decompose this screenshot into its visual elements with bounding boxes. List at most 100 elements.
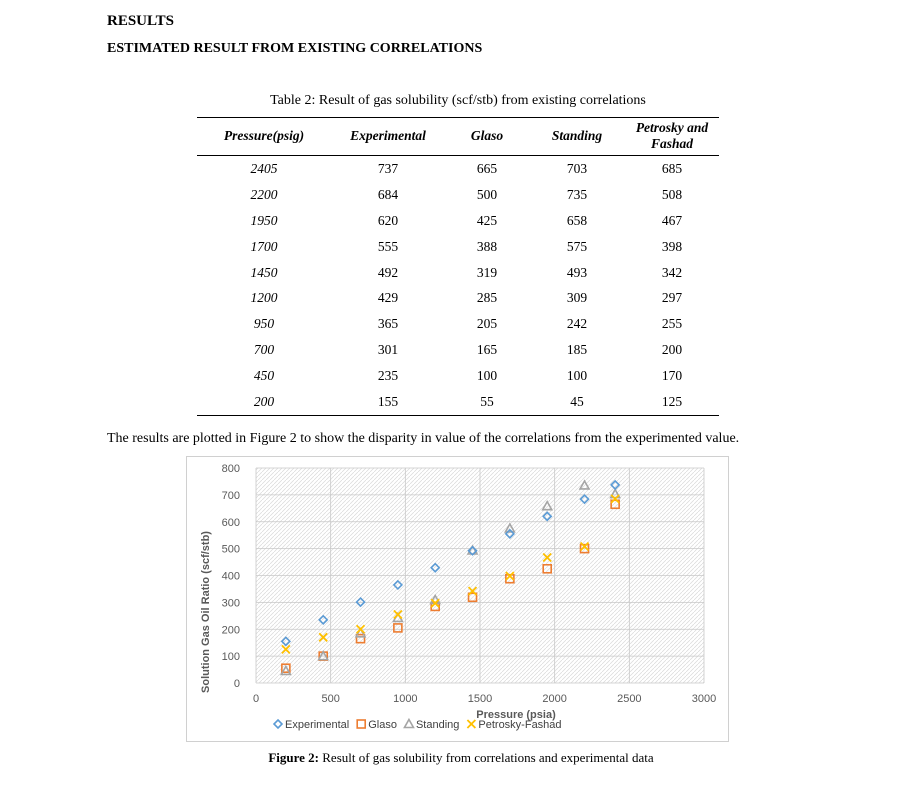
legend-label: Standing [416,719,459,731]
figure-2-chart: 0 500 1000 1500 2000 2500 3000 0 100 200 300 400 50… [186,456,729,742]
table-cell: 1950 [250,212,278,228]
subsection-heading: ESTIMATED RESULT FROM EXISTING CORRELATI… [107,41,483,56]
table-header-row: Pressure(psig) Experimental Glaso Standi… [197,117,719,156]
point-petrosky-fashad-stroke [579,541,590,552]
legend-marker [403,717,415,729]
results-paragraph: The results are plotted in Figure 2 to s… [107,431,740,446]
figure-caption: Figure 2: Result of gas solubility from … [0,750,922,766]
table-cell: 1450 [250,264,278,280]
table-cell: 297 [661,290,683,306]
col-header-standing: Standing [529,117,625,156]
table-row: 1700 555 388 575 398 [197,234,719,260]
table-cell: 200 [197,389,331,416]
gas-solubility-table: Pressure(psig) Experimental Glaso Standi… [197,117,719,416]
x-tick-label: 0 [253,693,259,705]
point-glaso [355,633,366,644]
point-experimental [280,636,291,647]
x-tick-label: 500 [321,693,339,705]
table-cell: 735 [566,186,588,202]
x-tick-label: 3000 [692,693,716,705]
point-glaso [542,563,553,574]
table-cell: 170 [661,368,683,384]
point-petrosky-fashad-stroke [505,571,515,581]
figure-caption-label: Figure 2: [268,750,319,765]
point-experimental [430,562,441,573]
point-petrosky-fashad-stroke [467,586,478,596]
chart-legend: Experimental Glaso Standing Petrosky-Fashad [272,717,562,731]
point-petrosky-fashad [467,586,478,596]
table-cell: 100 [476,368,498,384]
table-cell: 492 [377,264,399,280]
table-cell: 200 [661,342,683,358]
table-caption-text: Result of gas solubility (scf/stb) from … [315,93,646,108]
table-cell: 700 [253,342,275,358]
table-caption-label: Table 2: [270,93,316,108]
col-header-pressure: Pressure(psig) [197,117,331,156]
scatter-chart-svg: 0 500 1000 1500 2000 2500 3000 0 100 200 300 400 50… [186,456,729,742]
table-row: 2405 737 665 703 685 [197,156,719,182]
point-standing [578,479,591,490]
y-tick-label: 300 [222,597,240,609]
point-standing [609,487,622,499]
table-cell: 493 [566,264,588,280]
x-tick-label: 1000 [393,693,417,705]
table-cell: 425 [476,212,498,228]
point-experimental [504,528,515,539]
table-cell: 388 [476,238,498,254]
point-experimental [355,596,366,608]
table-cell: 319 [476,264,498,280]
data-points [279,479,622,676]
table-cell: 155 [331,389,445,416]
point-glaso [505,573,515,584]
legend-marker [272,718,284,730]
table-cell: 242 [566,316,588,332]
col-header-experimental: Experimental [331,117,445,156]
x-tick-label: 2000 [542,693,566,705]
point-standing [317,649,330,661]
table-cell: 950 [253,316,275,332]
table-row: 700 301 165 185 200 [197,337,719,363]
table-row: 2200 684 500 735 508 [197,182,719,208]
table-cell: 467 [661,212,683,228]
table-cell: 555 [377,238,399,254]
x-axis-label: Pressure (psia) [476,709,556,721]
point-experimental [467,545,478,556]
x-tick-labels: 0 500 1000 1500 2000 2500 3000 [253,693,716,705]
table-cell: 55 [445,389,529,416]
point-petrosky-fashad [355,624,366,634]
y-tick-label: 400 [222,571,240,583]
y-axis-label: Solution Gas Oil Ratio (scf/stb) [200,531,212,693]
y-tick-label: 200 [222,624,240,636]
point-experimental [579,494,590,505]
point-experimental [318,614,329,625]
table-cell: 235 [377,368,399,384]
point-petrosky-fashad-stroke [610,494,620,504]
point-petrosky-fashad [505,571,515,581]
x-tick-label: 1500 [468,693,492,705]
section-heading: RESULTS [107,13,174,29]
table-cell: 1200 [250,290,278,306]
table-cell: 301 [377,342,399,358]
table-cell: 255 [661,316,683,332]
y-tick-label: 0 [234,678,240,690]
y-tick-labels: 0 100 200 300 400 500 600 700 800 [222,463,240,690]
table-cell: 125 [625,389,719,416]
table-cell: 342 [661,264,683,280]
point-glaso [281,663,291,674]
table-cell: 450 [253,368,275,384]
point-petrosky-fashad [393,609,403,620]
col-header-petrosky: Petrosky and Fashad [625,117,719,156]
table-row: 200 155 55 45 125 [197,389,719,416]
point-petrosky-fashad [579,541,590,552]
x-tick-label: 2500 [617,693,641,705]
table-cell: 429 [377,290,399,306]
y-tick-label: 500 [222,544,240,556]
table-row: 1950 620 425 658 467 [197,208,719,234]
figure-caption-text: Result of gas solubility from correlatio… [319,750,654,765]
legend-label: Petrosky-Fashad [478,719,561,731]
table-cell: 185 [566,342,588,358]
point-glaso [467,592,478,603]
table-cell: 684 [377,186,399,202]
table-cell: 365 [377,316,399,332]
y-tick-label: 700 [222,490,240,502]
